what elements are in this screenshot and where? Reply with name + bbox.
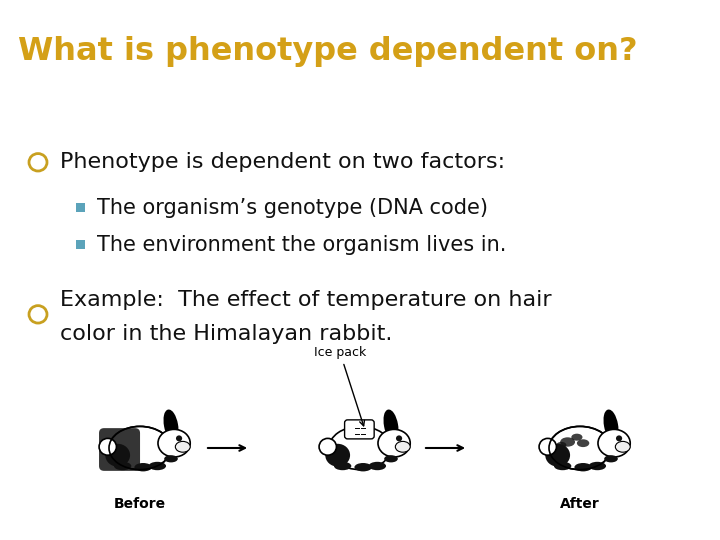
Text: Phenotype is dependent on two factors:: Phenotype is dependent on two factors: xyxy=(60,152,505,172)
Ellipse shape xyxy=(384,410,397,440)
Ellipse shape xyxy=(135,463,152,471)
Ellipse shape xyxy=(158,429,190,457)
Ellipse shape xyxy=(395,441,410,452)
Ellipse shape xyxy=(378,429,410,457)
Ellipse shape xyxy=(369,462,386,470)
Circle shape xyxy=(539,438,557,455)
Ellipse shape xyxy=(557,442,567,448)
Ellipse shape xyxy=(598,429,630,457)
Circle shape xyxy=(176,435,182,441)
Text: After: After xyxy=(560,497,600,511)
Ellipse shape xyxy=(334,462,351,470)
Text: The organism’s genotype (DNA code): The organism’s genotype (DNA code) xyxy=(97,198,488,218)
FancyBboxPatch shape xyxy=(99,428,140,471)
Ellipse shape xyxy=(554,462,572,470)
Ellipse shape xyxy=(545,444,570,467)
Ellipse shape xyxy=(572,434,582,441)
Ellipse shape xyxy=(384,455,398,462)
Ellipse shape xyxy=(176,441,190,452)
Ellipse shape xyxy=(604,455,618,462)
Ellipse shape xyxy=(329,427,391,470)
Ellipse shape xyxy=(149,462,166,470)
Text: What is phenotype dependent on?: What is phenotype dependent on? xyxy=(18,37,638,68)
Ellipse shape xyxy=(354,463,372,471)
Text: Example:  The effect of temperature on hair: Example: The effect of temperature on ha… xyxy=(60,290,552,310)
Bar xyxy=(76,240,84,249)
Circle shape xyxy=(396,435,402,441)
Text: color in the Himalayan rabbit.: color in the Himalayan rabbit. xyxy=(60,323,392,344)
Ellipse shape xyxy=(575,463,592,471)
Circle shape xyxy=(99,438,117,455)
Ellipse shape xyxy=(616,441,630,452)
Ellipse shape xyxy=(577,439,589,447)
Ellipse shape xyxy=(589,462,606,470)
Circle shape xyxy=(319,438,336,455)
Ellipse shape xyxy=(109,427,171,470)
Ellipse shape xyxy=(549,427,611,470)
Circle shape xyxy=(616,435,622,441)
Text: The environment the organism lives in.: The environment the organism lives in. xyxy=(97,234,506,255)
Text: Ice pack: Ice pack xyxy=(314,346,366,426)
Ellipse shape xyxy=(164,455,178,462)
Ellipse shape xyxy=(325,444,350,467)
Text: Before: Before xyxy=(114,497,166,511)
Ellipse shape xyxy=(105,444,130,467)
Ellipse shape xyxy=(164,410,178,440)
Ellipse shape xyxy=(604,410,618,440)
FancyBboxPatch shape xyxy=(345,420,374,439)
Ellipse shape xyxy=(114,462,131,470)
Ellipse shape xyxy=(560,437,575,447)
Bar xyxy=(76,204,84,212)
